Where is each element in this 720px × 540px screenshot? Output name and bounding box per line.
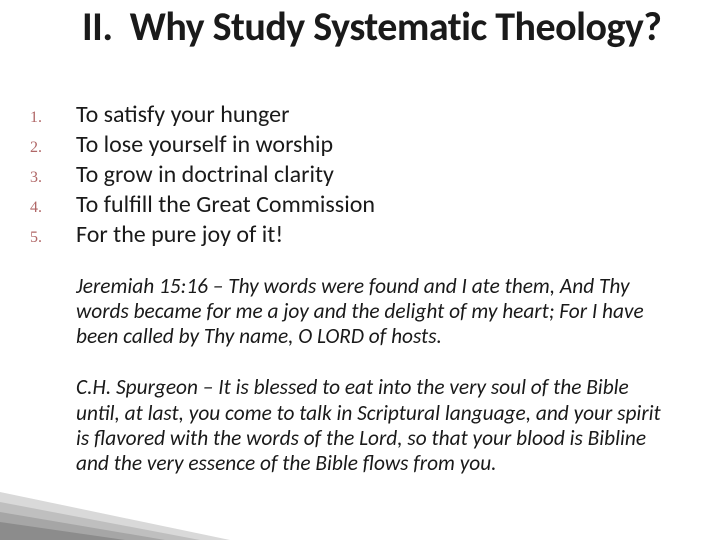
list-text: To satisfy your hunger [76,100,670,130]
list-marker: 3. [30,168,76,188]
list-marker: 5. [30,228,76,248]
slide: II. Why Study Systematic Theology? 1. To… [0,0,720,540]
title-roman: II. [82,2,113,51]
body-area: 1. To satisfy your hunger 2. To lose you… [30,100,670,476]
deco-triangle [0,522,125,540]
list-text: To lose yourself in worship [76,130,670,160]
list-item: 2. To lose yourself in worship [30,130,670,160]
list-marker: 1. [30,108,76,128]
title-text: Why Study Systematic Theology? [130,2,662,51]
list-item: 1. To satisfy your hunger [30,100,670,130]
list-marker: 4. [30,198,76,218]
list-item: 3. To grow in doctrinal clarity [30,160,670,190]
slide-title: II. Why Study Systematic Theology? [82,6,682,48]
quote-spurgeon: C.H. Spurgeon – It is blessed to eat int… [76,375,676,476]
deco-triangle [0,492,230,540]
deco-triangle [0,502,200,540]
list-marker: 2. [30,138,76,158]
list-text: To fulfill the Great Commission [76,190,670,220]
list-text: To grow in doctrinal clarity [76,160,670,190]
list-item: 5. For the pure joy of it! [30,220,670,250]
list-text: For the pure joy of it! [76,220,670,250]
quote-jeremiah: Jeremiah 15:16 – Thy words were found an… [76,274,676,349]
list-item: 4. To fulfill the Great Commission [30,190,670,220]
deco-triangle [0,512,165,540]
